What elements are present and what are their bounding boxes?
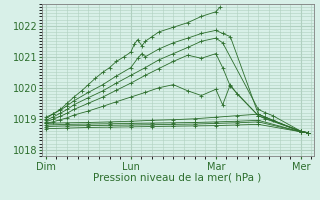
X-axis label: Pression niveau de la mer( hPa ): Pression niveau de la mer( hPa )	[93, 173, 262, 183]
